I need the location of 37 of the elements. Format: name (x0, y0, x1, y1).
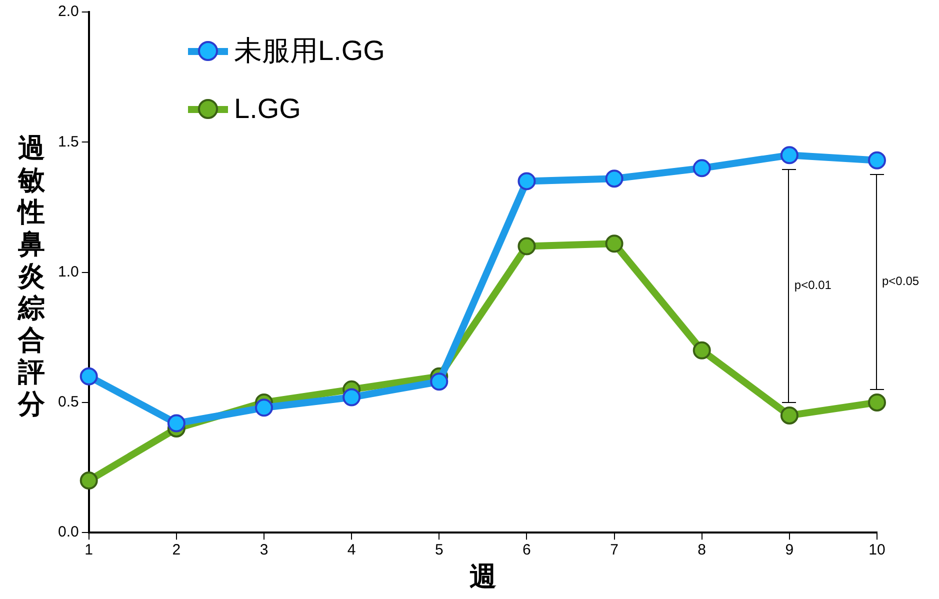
x-tick-label: 8 (698, 542, 706, 559)
point (605, 234, 624, 253)
legend-label: L.GG (234, 93, 301, 125)
x-tick-label: 6 (522, 542, 531, 559)
point (518, 237, 536, 256)
annotation: p<0.01 (794, 278, 832, 292)
point (80, 472, 98, 490)
y-tick-label: 0.5 (58, 394, 79, 411)
point (342, 388, 361, 406)
y-tick-label: 2.0 (58, 3, 79, 20)
legend-label: 未服用L.GG (234, 34, 385, 68)
x-tick-label: 9 (785, 542, 794, 559)
point (868, 393, 886, 412)
x-tick-label: 2 (172, 542, 181, 559)
text: p<0.05 (882, 274, 920, 288)
x-tick-label: 5 (434, 542, 444, 559)
point (868, 151, 886, 170)
point (167, 414, 186, 432)
point (605, 170, 624, 188)
point (80, 367, 98, 386)
x-tick-label: 1 (84, 542, 94, 559)
x-axis-title: 週 (469, 561, 496, 592)
point (518, 172, 536, 190)
point (254, 398, 273, 417)
point (780, 146, 798, 164)
x-tick-label: 7 (610, 542, 618, 559)
x-tick-label: 3 (260, 542, 268, 559)
y-tick-label: 1.0 (58, 263, 79, 280)
point (692, 341, 711, 360)
point (430, 372, 448, 391)
point (692, 159, 711, 178)
text: 過敏性鼻炎綜合評分 (18, 133, 45, 420)
point (780, 406, 798, 424)
x-tick-label: 4 (347, 542, 356, 559)
y-tick-label: 0.0 (58, 524, 79, 541)
x-tick-label: 10 (868, 542, 886, 559)
y-tick-label: 1.5 (58, 133, 79, 150)
